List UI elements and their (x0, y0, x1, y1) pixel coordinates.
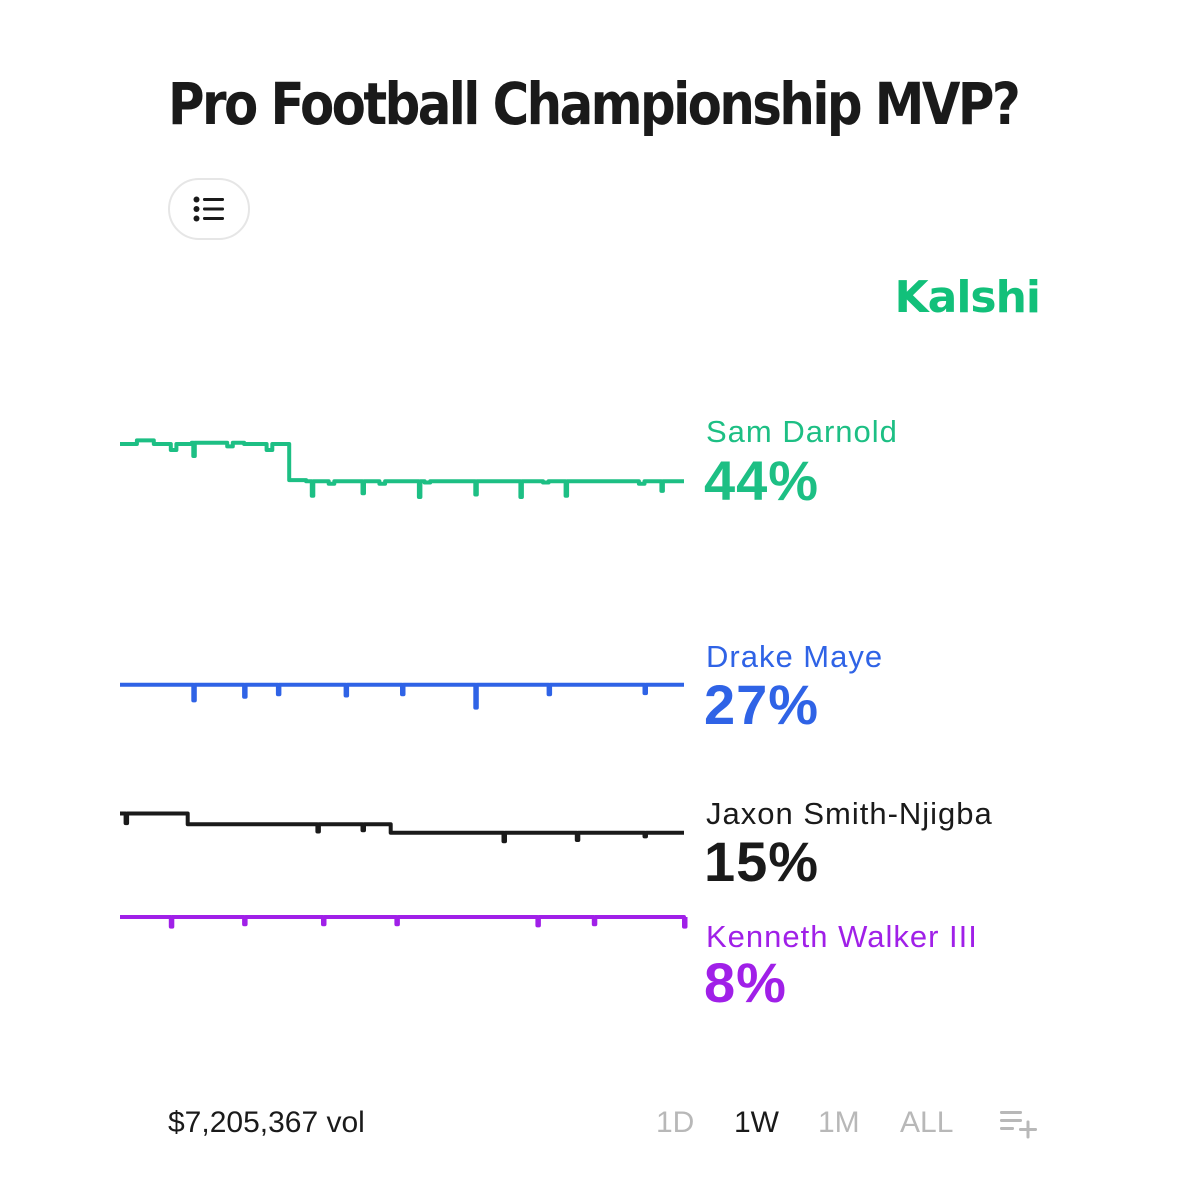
range-tab-1w[interactable]: 1W (734, 1106, 779, 1139)
kalshi-logo: Kalshi (894, 272, 1041, 323)
series-value-2: 27% (704, 673, 819, 736)
range-tab-1m[interactable]: 1M (818, 1106, 860, 1139)
volume-label: $7,205,367 vol (168, 1106, 365, 1139)
series-value-4: 8% (704, 951, 787, 1014)
list-icon (193, 196, 224, 222)
series-name-2: Drake Maye (706, 639, 883, 674)
series-value-3: 15% (704, 830, 819, 893)
range-tab-1d[interactable]: 1D (656, 1106, 695, 1139)
series-name-4: Kenneth Walker III (706, 919, 978, 954)
page-title: Pro Football Championship MVP? (168, 70, 1021, 138)
series-line-4 (120, 915, 688, 929)
range-tab-all[interactable]: ALL (900, 1106, 954, 1139)
series-value-1: 44% (704, 449, 819, 512)
series-line-1 (120, 438, 684, 499)
series-line-3 (120, 811, 684, 844)
series-line-2 (120, 682, 684, 710)
chart-footer: $7,205,367 vol 1D 1W 1M ALL (168, 1100, 1048, 1150)
series-name-3: Jaxon Smith-Njigba (706, 796, 993, 831)
list-view-button[interactable] (168, 178, 250, 240)
series-name-1: Sam Darnold (706, 414, 898, 449)
playlist-add-icon[interactable] (998, 1104, 1040, 1140)
